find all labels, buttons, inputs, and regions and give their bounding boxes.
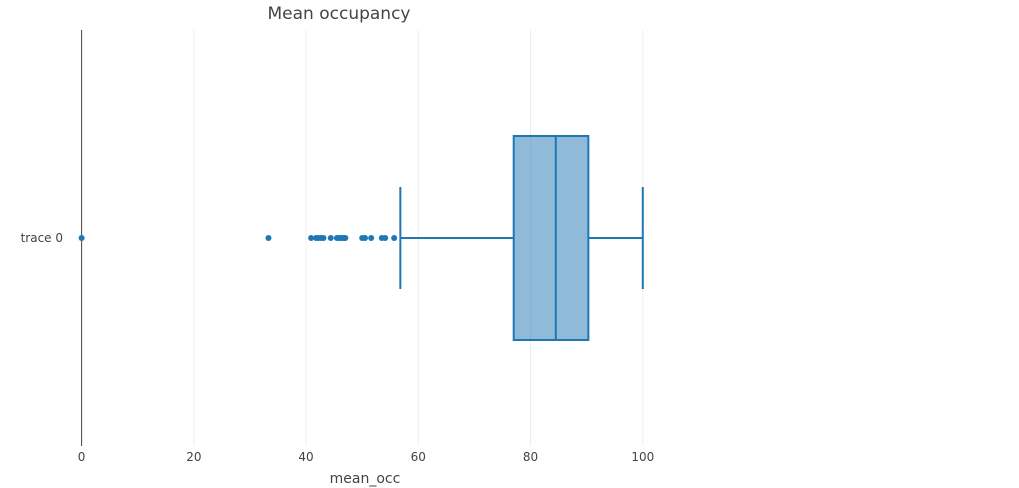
- outlier-point: [308, 235, 315, 241]
- outlier-point: [382, 235, 389, 241]
- y-tick-label: trace 0: [21, 231, 63, 245]
- outlier-point: [391, 235, 398, 241]
- box-traces: [78, 135, 644, 341]
- outlier-point: [265, 235, 272, 241]
- x-axis-ticks: 0 20 40 60 80 100: [78, 450, 654, 464]
- outlier-point: [362, 235, 368, 241]
- outlier-point: [368, 235, 375, 241]
- x-tick-label: 0: [78, 450, 86, 464]
- x-tick-label: 20: [186, 450, 201, 464]
- x-tick-label: 100: [631, 450, 654, 464]
- x-tick-label: 80: [523, 450, 538, 464]
- outlier-point: [342, 235, 349, 241]
- outlier-point: [327, 235, 334, 241]
- x-axis-title: mean_occ: [330, 471, 401, 487]
- chart-title: Mean occupancy: [268, 4, 411, 24]
- iqr-box: [512, 135, 590, 341]
- x-tick-label: 60: [411, 450, 426, 464]
- outlier-point: [78, 235, 85, 241]
- outlier-point: [320, 235, 327, 241]
- x-tick-label: 40: [298, 450, 313, 464]
